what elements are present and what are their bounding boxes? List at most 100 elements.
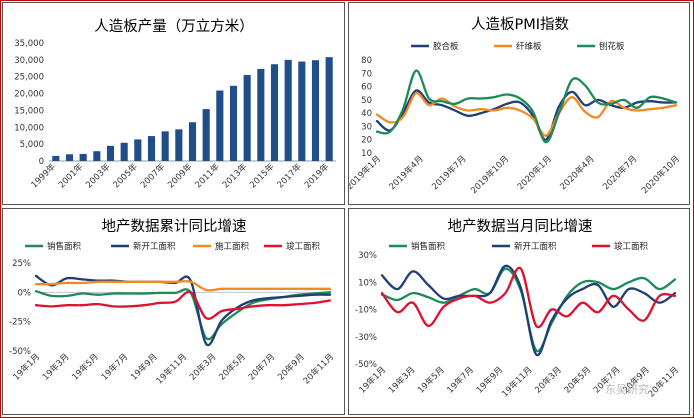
bar-2008年 [175,129,183,161]
legend-label: 新开工面积 [514,241,557,252]
x-tick-label: 2011年 [193,161,222,190]
chart-title: 人造板PMI指数 [471,15,570,33]
y-tick-label: 40 [361,109,372,119]
y-tick-label: 60 [361,83,372,93]
x-tick-label: 20年11月 [301,351,336,386]
bar-2005年 [134,139,142,161]
y-tick-label: -25% [9,318,31,328]
bar-2003年 [106,145,115,161]
x-tick-label: 19年7月 [99,351,130,382]
y-tick-label: 80 [361,56,372,66]
y-tick-label: -50% [355,360,377,370]
bar-2014年 [257,68,265,161]
x-tick-label: 2009年 [166,161,195,190]
legend-label: 销售面积 [411,241,446,252]
bar-2009年 [188,122,197,161]
x-tick-label: 2001年 [56,161,85,190]
x-tick-label: 2007年 [138,161,167,190]
legend-label: 施工面积 [215,241,250,252]
legend-label: 胶合板 [433,41,459,52]
bar-2010年 [202,109,210,161]
x-tick-label: 19年3月 [386,364,417,395]
y-tick-label: 0 [39,157,44,167]
chart-title: 地产数据当月同比增速 [448,218,593,235]
bar-2016年 [284,59,292,161]
x-tick-label: 2019年4月 [387,153,426,192]
y-tick-label: 70 [361,69,372,79]
x-tick-label: 19年7月 [445,364,476,395]
bar-2002年 [93,151,101,161]
x-tick-label: 20年3月 [533,364,564,395]
y-tick-label: 30% [358,251,377,261]
bar-2015年 [270,64,279,161]
y-tick-label: 30,000 [14,56,44,66]
panel-realestate-monthly: 地产数据当月同比增速 销售面积 新开工面积 竣工面积 30% 10% -10% -30% -50… [348,208,690,415]
x-tick-label: 19年11月 [500,364,535,399]
x-tick-label: 19年3月 [40,351,71,382]
legend-label: 竣工面积 [614,241,649,252]
series-line-s2 [34,280,332,292]
bar-2004年 [120,142,128,161]
legend-label: 竣工面积 [286,241,321,252]
series-line-s3 [34,290,332,320]
x-tick-label: 2020年10月 [639,153,682,196]
bar-2006年 [147,136,156,161]
x-tick-label: 2003年 [84,161,113,190]
watermark-text: 东吴研究 [605,383,649,396]
y-tick-label: 5,000 [20,140,44,150]
x-tick-label: 2020年4月 [558,153,597,192]
x-tick-label: 19年5月 [415,364,446,395]
x-tick-label: 20年5月 [562,364,593,395]
y-tick-label: -30% [355,333,377,343]
x-tick-label: 19年11月 [154,351,189,386]
y-tick-label: 30 [361,122,372,132]
x-tick-label: 20年7月 [246,351,277,382]
series-line-s2 [380,266,677,329]
bar-2019年 [325,57,333,161]
panel-realestate-cumulative: 地产数据累计同比增速 销售面积 新开工面积 施工面积 竣工面积 25% 0% -25% -50%… [2,208,345,415]
legend-label: 纤维板 [516,41,542,52]
x-tick-label: 2017年 [275,161,304,190]
x-tick-label: 2015年 [248,161,277,190]
bar-2007年 [161,131,169,161]
x-tick-label: 19年5月 [70,351,101,382]
y-tick-label: -50% [9,347,31,357]
y-tick-label: 10% [358,278,377,288]
bar-2013年 [243,75,251,161]
x-tick-label: 2019年10月 [469,153,512,196]
chart-title: 地产数据累计同比增速 [102,218,247,235]
y-tick-label: 35,000 [14,39,44,49]
x-tick-label: 20年5月 [217,351,248,382]
y-tick-label: 25,000 [14,73,44,83]
bar-2012年 [229,85,238,161]
bar-2001年 [79,153,87,161]
x-tick-label: 20年11月 [646,364,681,399]
bar-chart-plywood-output: 人造板产量（万立方米） 0 5,000 10,000 15,000 20,000 25,00… [14,17,336,190]
y-tick-label: 20 [361,136,372,146]
x-tick-label: 2005年 [111,161,140,190]
series-line-s1 [34,274,332,347]
x-tick-label: 2020年7月 [600,153,639,192]
x-tick-label: 2013年 [220,161,249,190]
bar-1999年 [52,155,60,161]
y-tick-label: 15,000 [14,106,44,116]
legend-label: 销售面积 [47,241,82,252]
y-tick-label: 0% [18,288,32,298]
panel-plywood-pmi: 人造板PMI指数 胶合板 纤维板 刨花板 10 20 30 40 50 60 70 80 2019年1月… [348,2,690,205]
panel-plywood-output: 人造板产量（万立方米） 0 5,000 10,000 15,000 20,000 25,00… [2,2,345,205]
x-tick-label: 2019年1月 [349,153,383,192]
x-tick-label: 2019年7月 [430,153,469,192]
x-tick-label: 2019年 [302,161,331,190]
bar-2018年 [311,60,320,161]
y-tick-label: 50 [361,96,372,106]
y-tick-label: 10,000 [14,123,44,133]
chart-title: 人造板产量（万立方米） [94,17,254,35]
legend-label: 新开工面积 [133,241,176,252]
x-tick-label: 2020年1月 [515,153,554,192]
y-tick-label: 10 [361,149,372,159]
series-line-s1 [380,264,677,357]
bar-2011年 [216,90,224,161]
